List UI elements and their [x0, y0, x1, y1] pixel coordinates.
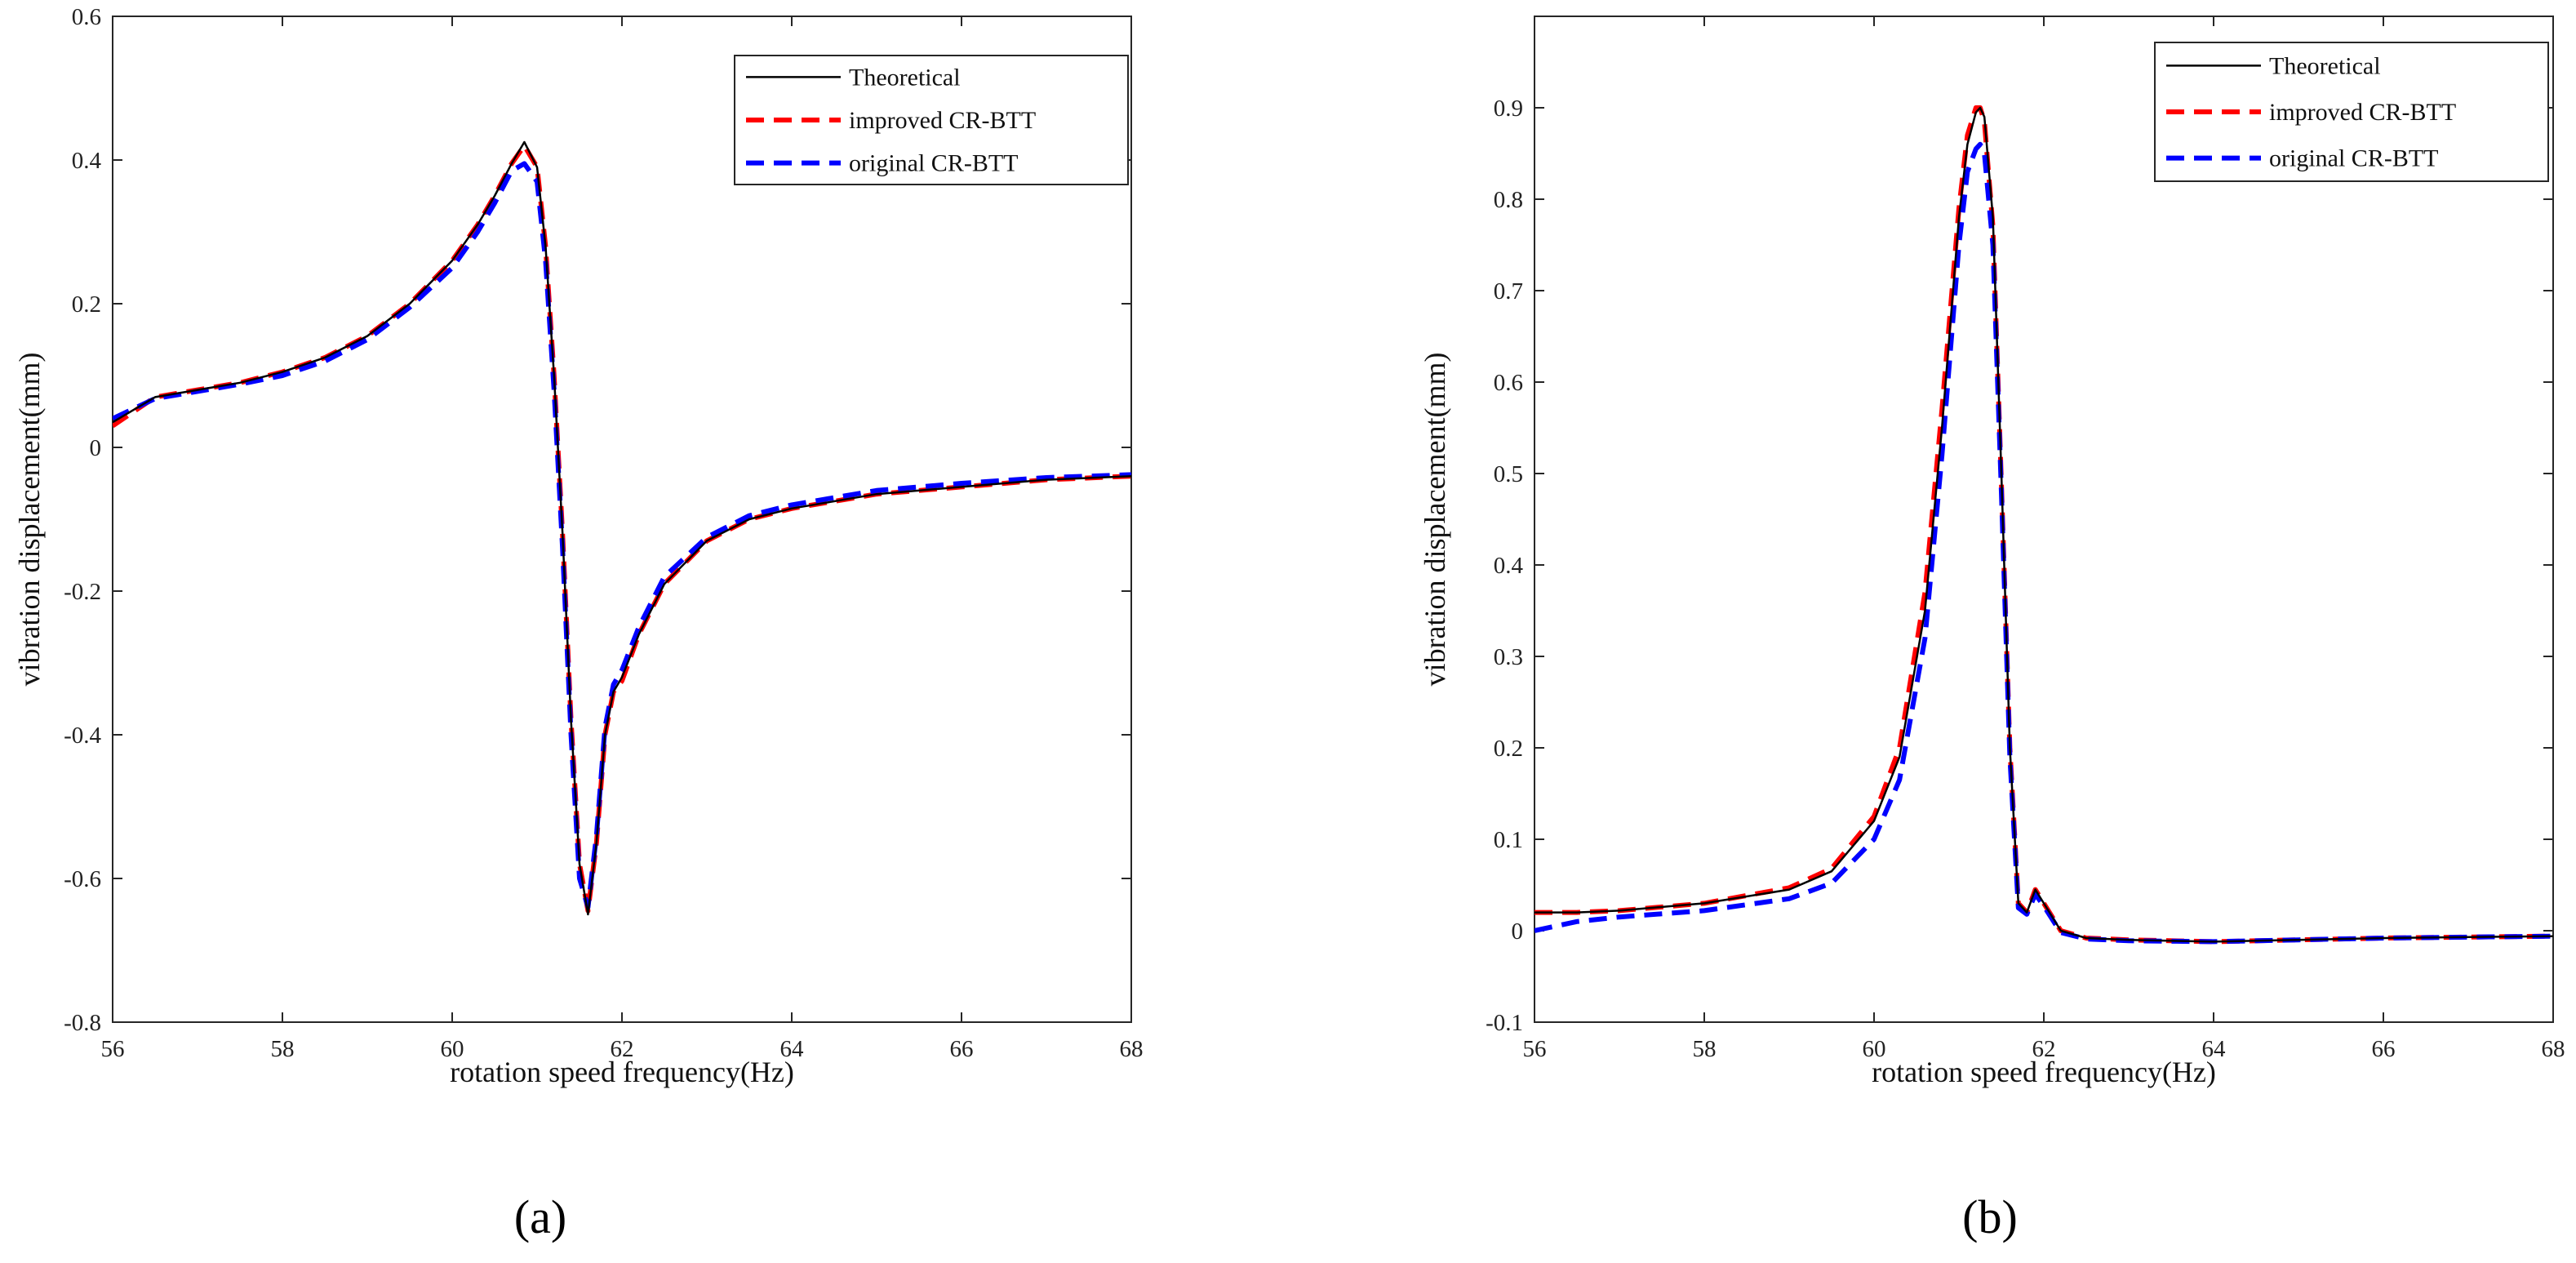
plot-area-b: [1534, 16, 2554, 1023]
legend-label-a: original CR-BTT: [849, 150, 1018, 177]
x-tick-label-b: 66: [2372, 1036, 2396, 1062]
y-tick-label-b: 0.3: [1494, 644, 1523, 670]
y-tick-label-a: -0.8: [64, 1010, 101, 1036]
y-axis-label-b: vibration displacement(mm): [1419, 353, 1451, 687]
legend-label-a: Theoretical: [849, 64, 961, 91]
y-tick-label-a: 0.6: [72, 4, 101, 30]
x-tick-label-a: 62: [611, 1036, 634, 1062]
legend-label-a: improved CR-BTT: [849, 107, 1036, 134]
x-tick-label-b: 62: [2032, 1036, 2056, 1062]
legend-label-b: Theoretical: [2269, 52, 2381, 79]
y-tick-label-b: 0.7: [1494, 278, 1523, 305]
x-tick-label-a: 60: [441, 1036, 464, 1062]
y-tick-label-b: 0.6: [1494, 370, 1523, 396]
y-tick-label-b: 0.8: [1494, 187, 1523, 213]
x-tick-label-b: 64: [2202, 1036, 2227, 1062]
panel-label-b: (b): [1962, 1190, 2018, 1243]
y-tick-label-a: 0.2: [72, 291, 101, 318]
x-tick-label-a: 64: [780, 1036, 805, 1062]
series-line-theoretical-b: [1534, 106, 2553, 943]
x-tick-label-b: 56: [1523, 1036, 1547, 1062]
series-line-theoretical-a: [113, 140, 1131, 916]
x-tick-label-a: 58: [271, 1036, 295, 1062]
y-tick-label-b: 0.1: [1494, 827, 1523, 853]
x-axis-label-a: rotation speed frequency(Hz): [450, 1056, 794, 1088]
legend-a: Theoretical improved CR-BTT original CR-BT…: [734, 55, 1129, 185]
chart-panel-a: 56 58 60 62 64 66 68 -0.8 -0.6 -0.4 -0.2 0 0.2 0.4 0.6…: [13, 4, 1144, 1243]
y-tick-label-b: 0.4: [1494, 553, 1524, 579]
y-tick-label-b: 0: [1512, 918, 1524, 945]
y-tick-label-a: -0.2: [64, 579, 101, 605]
x-tick-label-b: 58: [1693, 1036, 1717, 1062]
y-tick-label-b: 0.9: [1494, 96, 1523, 122]
x-tick-label-a: 66: [950, 1036, 974, 1062]
legend-label-b: improved CR-BTT: [2269, 99, 2456, 126]
series-line-original-cr-btt-b: [1534, 141, 2553, 945]
panel-label-a: (a): [514, 1190, 566, 1243]
x-tick-label-b: 68: [2542, 1036, 2565, 1062]
x-axis-label-b: rotation speed frequency(Hz): [1872, 1056, 2216, 1088]
x-tick-label-b: 60: [1863, 1036, 1886, 1062]
y-tick-label-b: 0.2: [1494, 736, 1523, 762]
y-tick-label-a: -0.4: [64, 723, 101, 749]
y-tick-label-b: -0.1: [1486, 1010, 1523, 1036]
y-tick-label-a: 0.4: [72, 148, 102, 174]
y-tick-label-a: 0: [90, 435, 102, 461]
x-tick-label-a: 68: [1120, 1036, 1144, 1062]
legend-b: Theoretical improved CR-BTT original CR-BT…: [2154, 42, 2549, 182]
y-tick-label-b: 0.5: [1494, 461, 1523, 487]
x-tick-label-a: 56: [101, 1036, 125, 1062]
y-tick-label-a: -0.6: [64, 866, 101, 892]
y-axis-label-a: vibration displacement(mm): [13, 353, 46, 687]
legend-label-b: original CR-BTT: [2269, 145, 2438, 172]
chart-panel-b: 56 58 60 62 64 66 68 -0.1 0 0.1 0.2 0.3 0.4 0.5 0.6 0.7…: [1419, 16, 2565, 1243]
